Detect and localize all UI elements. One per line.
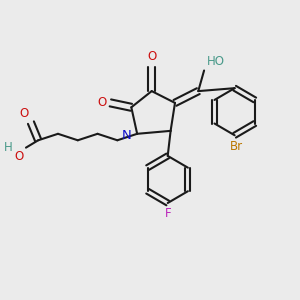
Text: F: F xyxy=(164,207,171,220)
Text: HO: HO xyxy=(206,55,224,68)
Text: O: O xyxy=(19,107,28,120)
Text: N: N xyxy=(122,129,131,142)
Text: H: H xyxy=(4,141,13,154)
Text: O: O xyxy=(98,96,107,110)
Text: Br: Br xyxy=(230,140,243,153)
Text: O: O xyxy=(14,150,24,163)
Text: O: O xyxy=(147,50,156,63)
